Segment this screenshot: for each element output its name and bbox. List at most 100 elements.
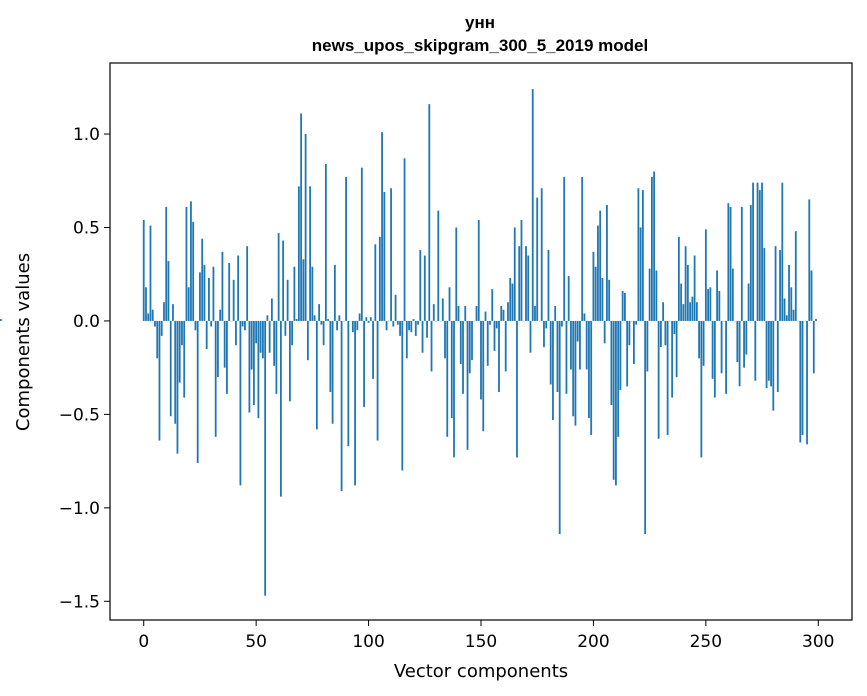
bar xyxy=(664,320,667,346)
bar xyxy=(217,320,219,378)
bar xyxy=(190,201,192,321)
bar xyxy=(414,320,417,336)
bar xyxy=(172,304,174,321)
bar xyxy=(621,291,624,321)
bar xyxy=(686,264,689,321)
bar xyxy=(315,320,318,430)
bar xyxy=(570,320,572,370)
bar xyxy=(0,319,2,321)
bar xyxy=(304,134,307,321)
bar xyxy=(794,231,797,321)
bar xyxy=(563,177,566,321)
bar xyxy=(145,287,147,321)
bar xyxy=(241,320,244,327)
bar xyxy=(644,320,647,535)
bar xyxy=(628,320,631,346)
bar xyxy=(329,320,332,392)
bar xyxy=(720,320,723,374)
bar xyxy=(545,320,548,329)
bar xyxy=(273,320,276,366)
bar xyxy=(181,320,183,346)
bar xyxy=(495,320,498,329)
bar xyxy=(205,320,208,349)
bar xyxy=(183,320,186,398)
bar xyxy=(201,238,204,321)
bar xyxy=(617,320,620,437)
bar xyxy=(464,305,467,321)
bar xyxy=(540,188,543,321)
bar xyxy=(729,206,732,321)
bar xyxy=(336,320,338,331)
bar xyxy=(556,320,559,392)
bar xyxy=(657,320,660,439)
bar xyxy=(246,246,249,321)
bar xyxy=(776,320,779,392)
bar xyxy=(235,320,237,346)
bar xyxy=(192,221,195,321)
bar xyxy=(516,320,518,458)
bar xyxy=(156,320,159,359)
bar xyxy=(509,277,512,321)
bar xyxy=(756,182,759,321)
bar xyxy=(498,320,500,392)
bar xyxy=(653,171,656,321)
y-axis-ticks: −1.5 −1.0 −0.5 0.0 0.5 1.0 xyxy=(59,125,110,612)
bar xyxy=(331,320,334,424)
bar xyxy=(666,320,669,435)
bar xyxy=(659,320,662,348)
bar xyxy=(527,255,530,321)
bar xyxy=(648,268,651,321)
bar xyxy=(725,320,727,394)
bar xyxy=(675,320,678,378)
bar xyxy=(707,289,709,321)
x-tick-label: 300 xyxy=(802,632,834,652)
bar xyxy=(680,283,683,321)
bar xyxy=(525,246,527,321)
bar xyxy=(376,320,379,441)
bar xyxy=(174,320,177,424)
bar xyxy=(257,320,260,419)
bar xyxy=(581,177,584,321)
bar xyxy=(151,309,154,321)
bar xyxy=(221,251,224,321)
bar xyxy=(682,304,685,321)
bar xyxy=(808,199,811,321)
bar xyxy=(695,302,698,321)
bar xyxy=(432,304,435,321)
bar xyxy=(716,270,718,321)
bar xyxy=(599,210,602,321)
bar xyxy=(199,272,201,321)
x-tick-label: 100 xyxy=(352,632,384,652)
bar xyxy=(324,163,327,321)
bar xyxy=(441,298,444,321)
bar xyxy=(702,320,705,366)
bar xyxy=(781,182,784,321)
bar xyxy=(372,320,374,379)
bar xyxy=(419,249,422,321)
bar xyxy=(401,320,404,471)
bar xyxy=(612,320,615,480)
bar xyxy=(655,270,658,321)
x-tick-label: 200 xyxy=(577,632,609,652)
bar xyxy=(228,263,231,321)
bar xyxy=(358,313,361,321)
bar xyxy=(169,320,172,417)
bar xyxy=(806,320,808,445)
bar xyxy=(360,167,363,321)
bar xyxy=(462,320,464,394)
bar xyxy=(624,292,626,321)
bar xyxy=(691,296,694,321)
bar xyxy=(459,320,462,364)
bar xyxy=(641,190,644,321)
chart-title-line-1: унн xyxy=(465,13,495,32)
bar xyxy=(253,320,255,406)
bar xyxy=(709,287,712,321)
bar xyxy=(248,320,251,413)
bar xyxy=(500,305,503,321)
bar xyxy=(689,302,692,321)
x-axis-ticks: 0 50 100 150 200 250 300 xyxy=(138,620,834,652)
bar xyxy=(423,255,426,321)
bar xyxy=(214,320,217,437)
bar xyxy=(511,283,514,321)
